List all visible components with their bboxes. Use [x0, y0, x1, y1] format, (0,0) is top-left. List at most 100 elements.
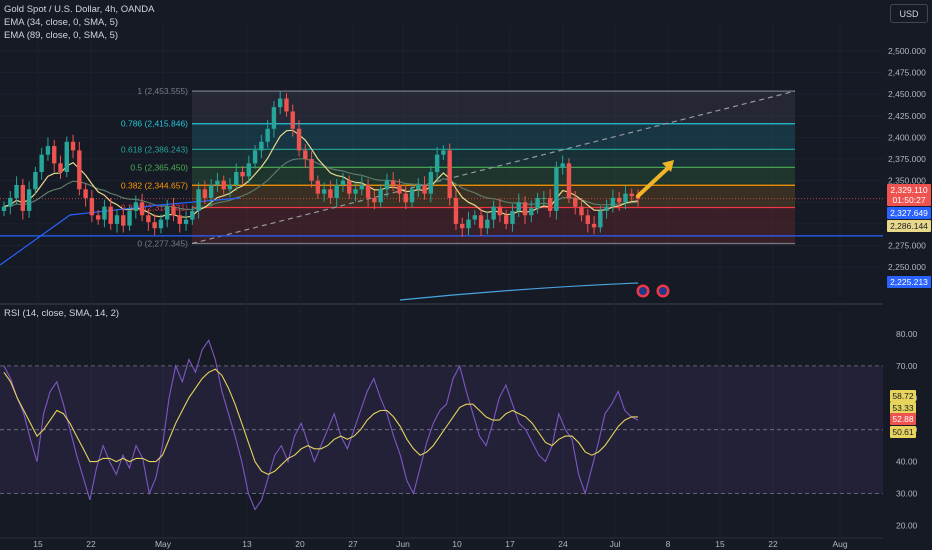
candle-body [378, 189, 383, 203]
candle-body [315, 180, 321, 194]
candle-body [52, 146, 57, 164]
candle-body [522, 202, 528, 216]
price-tick-label: 2,475.000 [888, 68, 926, 78]
candle-body [334, 184, 339, 198]
candle-body [340, 180, 346, 185]
candle-body [365, 184, 371, 198]
candle-body [347, 180, 352, 194]
candle-body [623, 193, 628, 203]
rsi-value-tag-label: 50.61 [892, 427, 914, 437]
candle-body [554, 167, 559, 211]
time-tick-label: Jun [396, 539, 410, 549]
candle-body [158, 219, 164, 229]
candle-body [529, 208, 534, 216]
candle-body [64, 141, 69, 173]
price-tick-label: 2,250.000 [888, 262, 926, 272]
candle-body [89, 197, 95, 216]
candle-body [303, 150, 308, 160]
candle-body [566, 163, 572, 198]
price-tick-label: 2,275.000 [888, 241, 926, 251]
fib-zone [192, 91, 795, 124]
rsi-value-tag [890, 402, 916, 414]
price-tag-label: 2,329.110 [890, 185, 927, 195]
rsi-tick-label: 80.00 [896, 329, 918, 339]
price-tag [887, 194, 931, 206]
candle-body [277, 98, 283, 108]
candle-body [472, 215, 477, 220]
candle-body [139, 202, 145, 216]
candle-body [8, 197, 13, 207]
candle-body [196, 189, 201, 211]
candle-body [284, 98, 289, 112]
candle-body [535, 197, 540, 209]
candle-body [45, 146, 51, 155]
ema89-legend[interactable]: EMA (89, close, 0, SMA, 5) [4, 30, 119, 41]
time-tick-label: Aug [832, 539, 847, 549]
ema34-legend[interactable]: EMA (34, close, 0, SMA, 5) [4, 17, 119, 28]
rsi-value-tag [890, 390, 916, 402]
price-tag-label: 2,225.213 [890, 277, 928, 287]
rsi-tick-label: 40.00 [896, 457, 918, 467]
candle-body [541, 197, 547, 199]
rsi-value-tag [890, 426, 916, 438]
candle-body [290, 111, 295, 129]
candle-body [183, 219, 189, 224]
rsi-legend[interactable]: RSI (14, close, SMA, 14, 2) [4, 308, 120, 319]
candle-body [39, 154, 44, 173]
candle-body [328, 189, 333, 198]
symbol-legend[interactable]: Gold Spot / U.S. Dollar, 4h, OANDA [4, 4, 155, 15]
price-tick-label: 2,400.000 [888, 132, 926, 142]
candle-body [95, 215, 101, 220]
candle-body [265, 128, 270, 142]
fib-level-label: 0 (2,277.345) [137, 238, 188, 248]
candle-body [560, 163, 565, 168]
candle-body [447, 150, 452, 198]
candle-body [591, 223, 597, 228]
candle-body [246, 163, 252, 177]
arrow-head-icon [662, 160, 674, 172]
candle-body [1, 206, 7, 211]
rsi-tick-label: 20.00 [896, 520, 918, 530]
time-tick-label: 24 [558, 539, 568, 549]
candle-body [114, 215, 120, 224]
rsi-value-tag-label: 53.33 [892, 403, 914, 413]
price-axis-panel [883, 0, 932, 550]
candle-body [629, 193, 634, 197]
candle-body [146, 215, 151, 223]
price-tick-label: 2,375.000 [888, 154, 926, 164]
fib-zone [192, 167, 795, 186]
candle-body [516, 202, 521, 211]
fib-zone [192, 149, 795, 168]
rsi-value-tag-label: 58.72 [892, 391, 914, 401]
candle-body [353, 189, 358, 194]
candle-body [33, 172, 38, 190]
fib-trendline [191, 90, 796, 245]
candle-body [202, 189, 208, 198]
price-tick-label: 2,350.000 [888, 176, 926, 186]
time-tick-label: Jul [610, 539, 621, 549]
fib-level-label: 0.618 (2,386.243) [121, 144, 188, 154]
time-tick-label: May [155, 539, 172, 549]
fib-level-label: 0.5 (2,365.450) [130, 162, 188, 172]
candle-body [14, 184, 19, 198]
fib-level-label: 1 (2,453.555) [137, 86, 188, 96]
candle-body [547, 197, 553, 211]
time-tick-label: 15 [33, 539, 43, 549]
candle-body [503, 215, 509, 224]
candle-body [491, 206, 496, 220]
candle-body [271, 107, 277, 129]
candle-body [610, 197, 616, 207]
candle-body [252, 150, 258, 164]
candle-body [26, 189, 32, 211]
candle-body [573, 197, 578, 207]
candle-body [221, 180, 226, 190]
fib-level-label: 0.382 (2,344.657) [121, 180, 188, 190]
candle-body [390, 180, 396, 185]
candle-body [409, 189, 415, 203]
candle-body [108, 206, 113, 224]
candle-body [359, 184, 365, 190]
currency-button[interactable]: USD [890, 4, 928, 23]
candle-body [510, 210, 515, 224]
candle-body [485, 219, 490, 229]
